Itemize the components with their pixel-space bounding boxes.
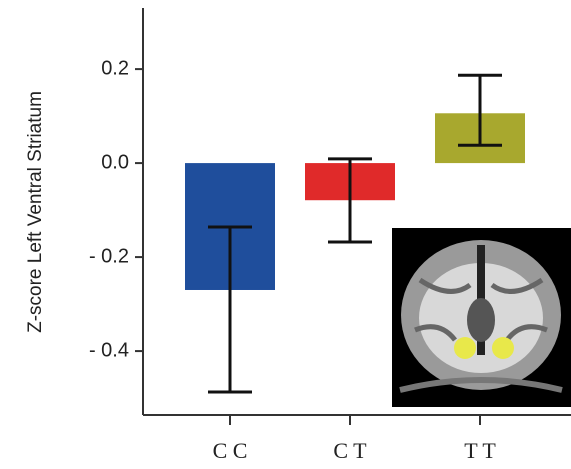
x-tick-label: C T [333,438,367,463]
y-tick-label: 0.0 [101,151,129,173]
y-axis-label: Z-score Left Ventral Striatum [25,91,46,333]
y-tick-label: - 0.2 [89,245,129,267]
x-tick-label: C C [213,438,248,463]
chart: Z-score Left Ventral Striatum 0.2 0.0 - 0.… [0,0,571,469]
x-tick-label: T T [464,438,496,463]
brain-inset [392,228,571,407]
y-tick-label: - 0.4 [89,339,129,361]
y-tick-label: 0.2 [101,57,129,79]
